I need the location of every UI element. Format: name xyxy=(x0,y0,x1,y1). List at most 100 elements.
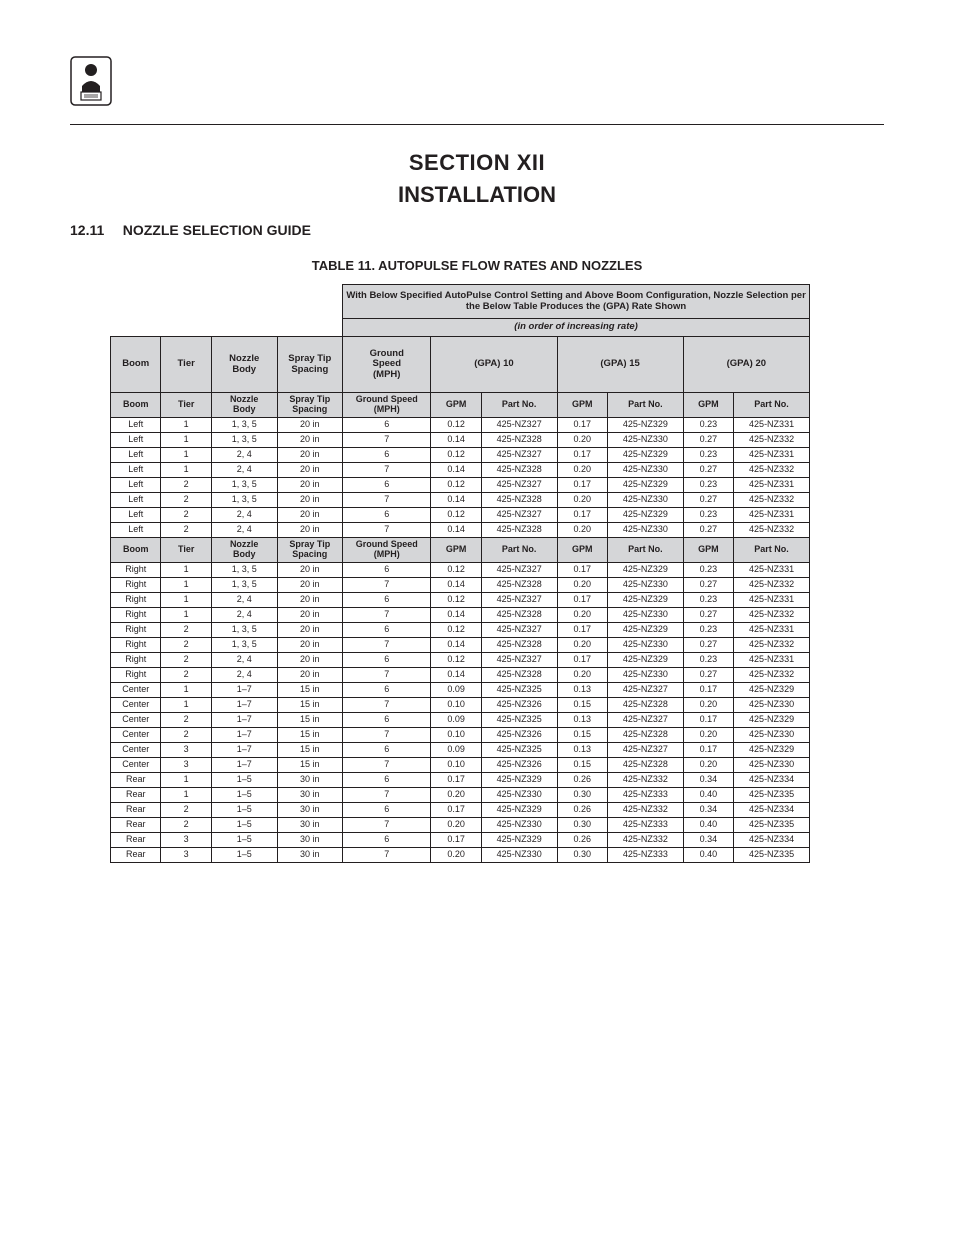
table-cell: 0.12 xyxy=(431,652,481,667)
table-cell: 1, 3, 5 xyxy=(211,562,277,577)
table-cell: 425-NZ328 xyxy=(481,462,557,477)
table-cell: 425-NZ331 xyxy=(734,507,810,522)
table-cell: Left xyxy=(111,417,161,432)
table-row: Rear21–530 in70.20425-NZ3300.30425-NZ333… xyxy=(111,817,810,832)
table-row: Center31–715 in60.09425-NZ3250.13425-NZ3… xyxy=(111,742,810,757)
subsection-number: 12.11 xyxy=(70,222,104,238)
table-cell: Rear xyxy=(111,802,161,817)
table-cell: 0.12 xyxy=(431,507,481,522)
table-cell: 15 in xyxy=(277,712,343,727)
table-cell: 20 in xyxy=(277,417,343,432)
table-cell: 20 in xyxy=(277,652,343,667)
table-cell: 425-NZ332 xyxy=(734,637,810,652)
table-cell: 0.20 xyxy=(431,817,481,832)
table-cell: 1 xyxy=(161,787,211,802)
table-cell: 2, 4 xyxy=(211,462,277,477)
table-cell: 0.14 xyxy=(431,637,481,652)
table-cell: 0.27 xyxy=(683,637,733,652)
table-cell: 0.20 xyxy=(557,667,607,682)
table-cell: 425-NZ329 xyxy=(481,772,557,787)
table-cell: 1 xyxy=(161,607,211,622)
col-spacing: Spray Tip Spacing xyxy=(277,337,343,393)
table-cell: 6 xyxy=(343,447,431,462)
table-cell: 0.12 xyxy=(431,592,481,607)
table-row: Right12, 420 in60.12425-NZ3270.17425-NZ3… xyxy=(111,592,810,607)
table-cell: 7 xyxy=(343,847,431,862)
table-cell: 0.17 xyxy=(557,417,607,432)
table-cell: 6 xyxy=(343,712,431,727)
table-cell: 20 in xyxy=(277,577,343,592)
table-cell: 0.27 xyxy=(683,667,733,682)
table-cell: 0.17 xyxy=(557,507,607,522)
table-cell: 2 xyxy=(161,492,211,507)
table-cell: 425-NZ325 xyxy=(481,682,557,697)
table-cell: 30 in xyxy=(277,772,343,787)
table-cell: Right xyxy=(111,652,161,667)
table-cell: 0.40 xyxy=(683,817,733,832)
table-cell: 425-NZ334 xyxy=(734,832,810,847)
sub-header: (in order of increasing rate) xyxy=(343,319,810,337)
table-cell: 425-NZ330 xyxy=(607,607,683,622)
table-cell: 6 xyxy=(343,507,431,522)
table-row: Center31–715 in70.10425-NZ3260.15425-NZ3… xyxy=(111,757,810,772)
table-cell: 425-NZ332 xyxy=(734,522,810,537)
table-cell: Center xyxy=(111,727,161,742)
table-cell: 0.23 xyxy=(683,592,733,607)
table-cell: 425-NZ328 xyxy=(481,637,557,652)
table-cell: 0.23 xyxy=(683,417,733,432)
table-cell: 6 xyxy=(343,802,431,817)
table-cell: 15 in xyxy=(277,682,343,697)
table-cell: 425-NZ327 xyxy=(481,477,557,492)
table-cell: Left xyxy=(111,477,161,492)
table-cell: 15 in xyxy=(277,757,343,772)
table-cell: 20 in xyxy=(277,447,343,462)
table-cell: 425-NZ326 xyxy=(481,727,557,742)
table-cell: 425-NZ330 xyxy=(607,577,683,592)
table-row: Right11, 3, 520 in60.12425-NZ3270.17425-… xyxy=(111,562,810,577)
table-cell: 425-NZ328 xyxy=(607,757,683,772)
table-cell: 425-NZ333 xyxy=(607,787,683,802)
table-cell: 2, 4 xyxy=(211,507,277,522)
table-cell: 425-NZ334 xyxy=(734,802,810,817)
table-cell: 0.15 xyxy=(557,727,607,742)
table-cell: 0.17 xyxy=(431,832,481,847)
table-cell: Center xyxy=(111,697,161,712)
table-cell: 425-NZ330 xyxy=(607,637,683,652)
table-cell: 425-NZ327 xyxy=(481,652,557,667)
table-cell: 0.23 xyxy=(683,447,733,462)
table-cell: 425-NZ331 xyxy=(734,622,810,637)
table-cell: Left xyxy=(111,432,161,447)
table-cell: 425-NZ330 xyxy=(734,697,810,712)
table-cell: 0.17 xyxy=(431,802,481,817)
table-cell: 2, 4 xyxy=(211,447,277,462)
table-cell: 0.13 xyxy=(557,742,607,757)
table-cell: 1 xyxy=(161,577,211,592)
table-row: Right12, 420 in70.14425-NZ3280.20425-NZ3… xyxy=(111,607,810,622)
table-cell: 1–5 xyxy=(211,772,277,787)
table-cell: 20 in xyxy=(277,507,343,522)
table-cell: 2 xyxy=(161,802,211,817)
table-cell: 425-NZ327 xyxy=(481,622,557,637)
table-cell: 0.27 xyxy=(683,492,733,507)
table-cell: 0.10 xyxy=(431,697,481,712)
col-rate-15: (GPA) 15 xyxy=(557,337,683,393)
table-cell: 0.26 xyxy=(557,802,607,817)
table-cell: 0.13 xyxy=(557,712,607,727)
table-cell: 425-NZ332 xyxy=(734,432,810,447)
table-cell: 425-NZ331 xyxy=(734,562,810,577)
table-cell: 1–5 xyxy=(211,817,277,832)
table-cell: 425-NZ330 xyxy=(607,667,683,682)
table-cell: 425-NZ326 xyxy=(481,757,557,772)
table-cell: 425-NZ329 xyxy=(607,417,683,432)
table-cell: 6 xyxy=(343,417,431,432)
table-cell: 1–7 xyxy=(211,682,277,697)
top-header: With Below Specified AutoPulse Control S… xyxy=(343,285,810,319)
table-cell: 425-NZ329 xyxy=(607,562,683,577)
table-cell: 425-NZ332 xyxy=(734,607,810,622)
table-cell: 0.20 xyxy=(557,607,607,622)
table-cell: 425-NZ329 xyxy=(607,652,683,667)
table-row: Left21, 3, 520 in70.14425-NZ3280.20425-N… xyxy=(111,492,810,507)
table-cell: 425-NZ333 xyxy=(607,817,683,832)
table-cell: Right xyxy=(111,592,161,607)
table-cell: 0.26 xyxy=(557,772,607,787)
